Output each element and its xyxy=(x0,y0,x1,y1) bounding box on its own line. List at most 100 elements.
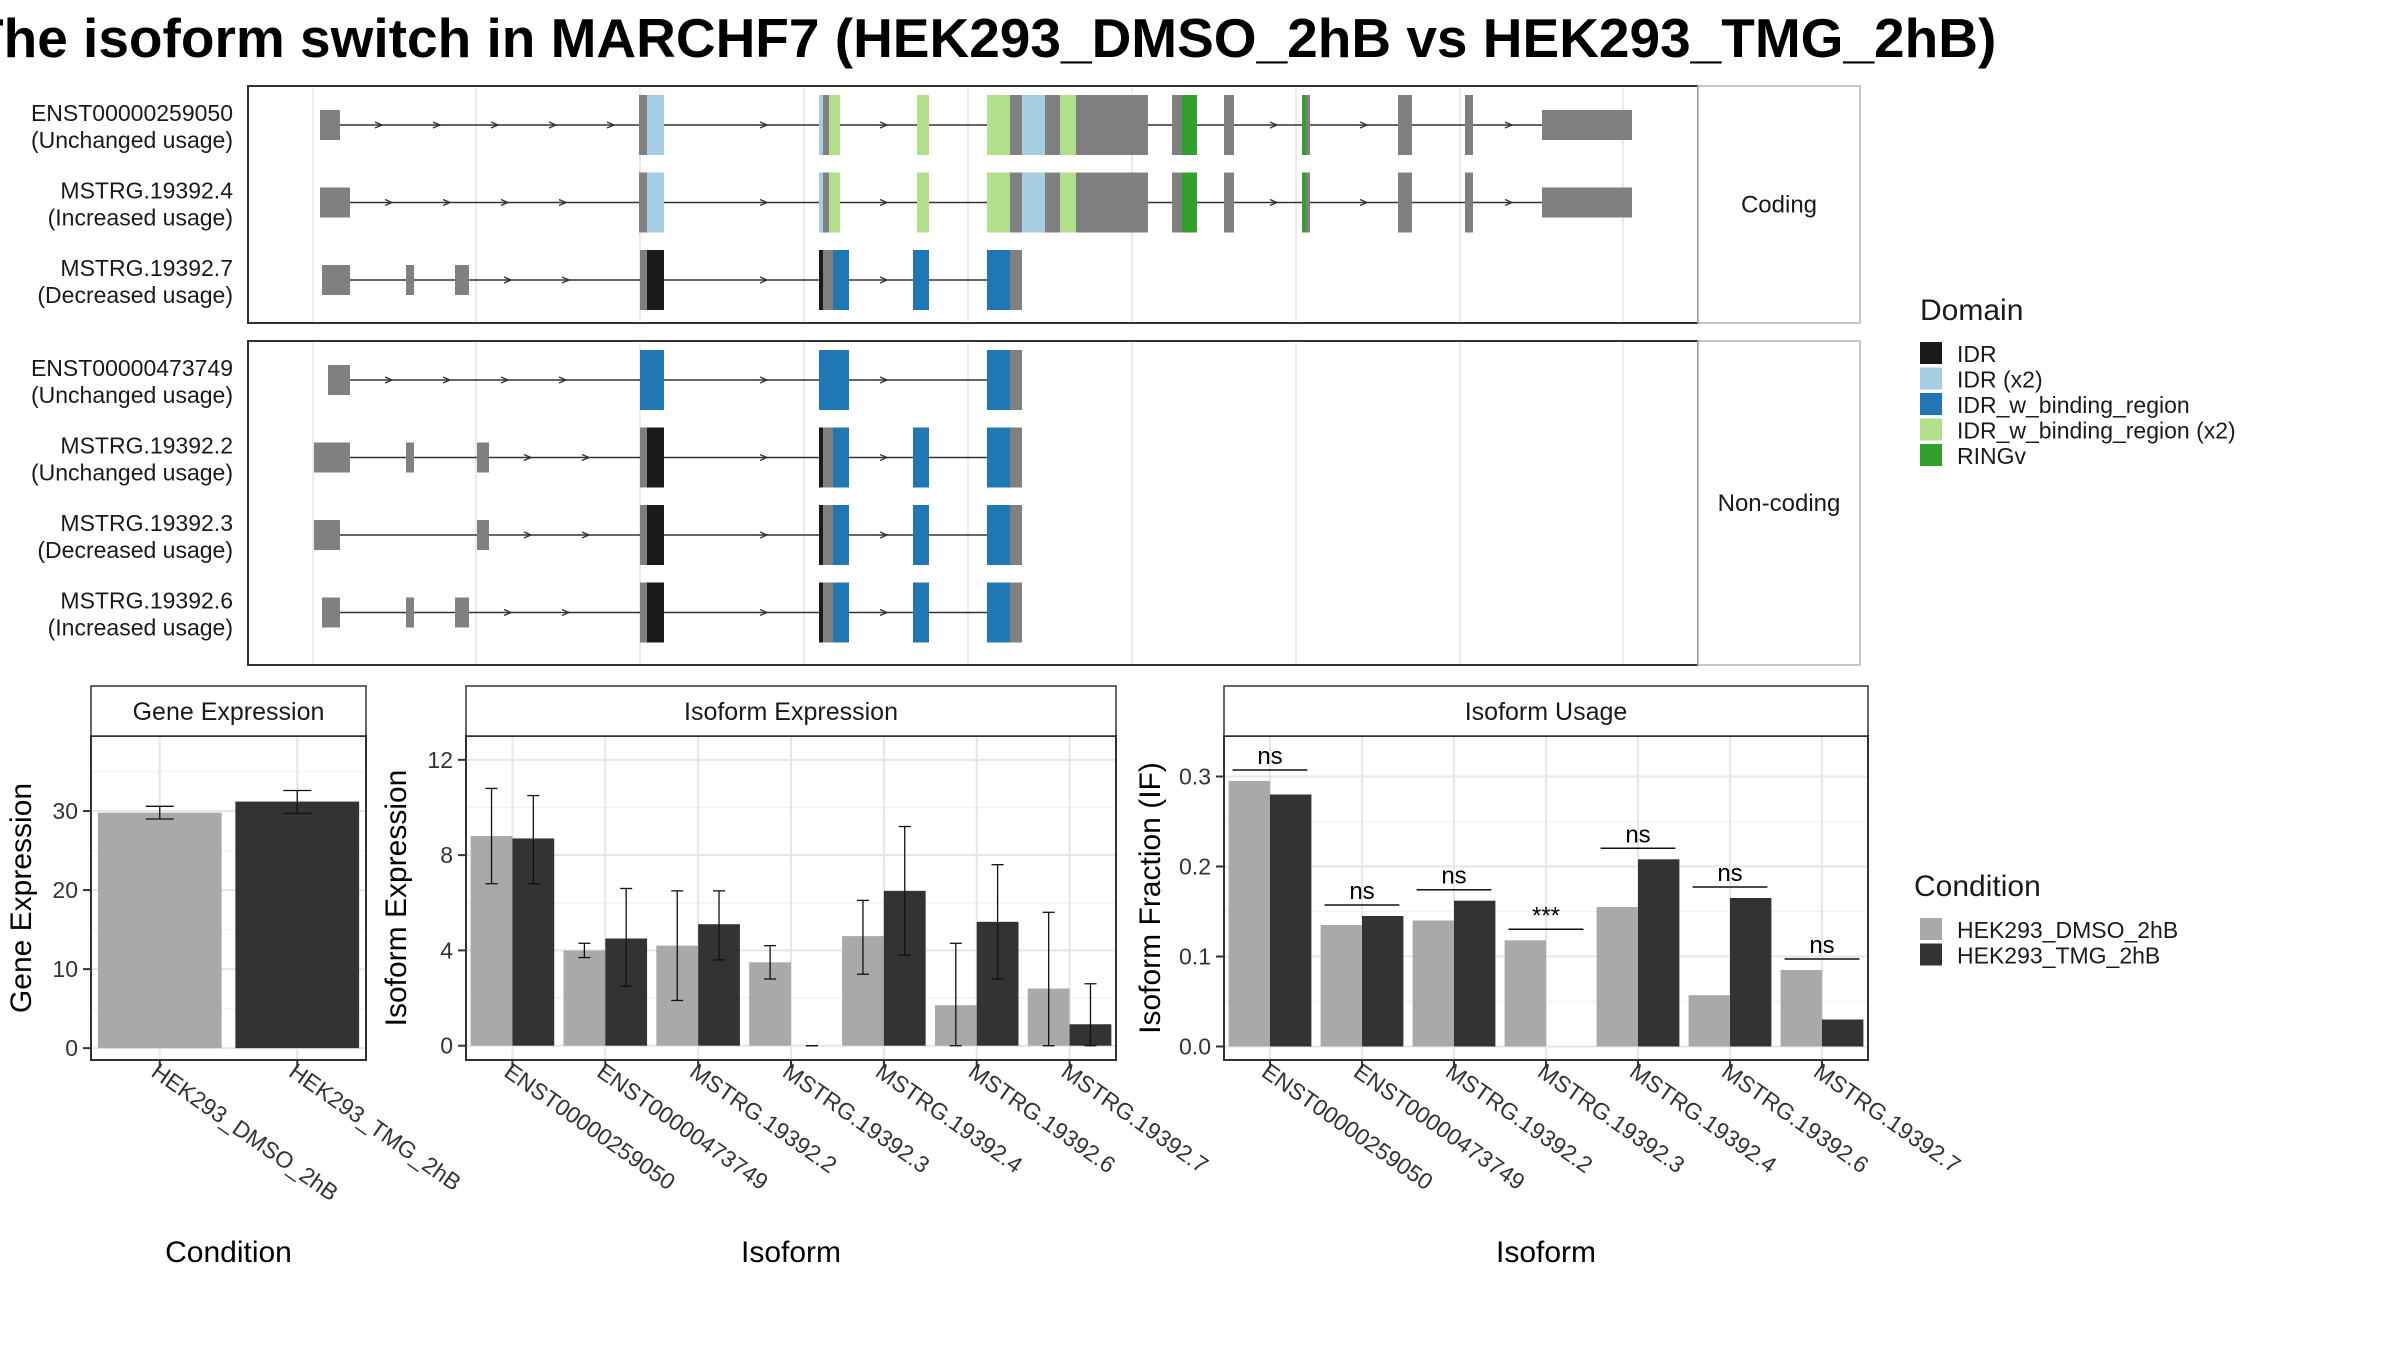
domain-block xyxy=(647,95,664,155)
exon-block xyxy=(314,520,340,550)
strand-arrow xyxy=(500,376,510,384)
transcript-usage-label: (Increased usage) xyxy=(48,205,233,231)
strand-arrow xyxy=(561,608,571,617)
strand-arrow xyxy=(523,453,533,462)
strand-arrow xyxy=(1269,198,1279,207)
strand-arrow xyxy=(523,531,533,539)
strand-arrow xyxy=(374,121,384,129)
domain-block xyxy=(1010,505,1022,565)
domain-block xyxy=(640,582,647,643)
domain-block xyxy=(640,350,650,410)
exon-block xyxy=(320,187,350,218)
domain-block xyxy=(819,582,823,643)
legend-label: IDR_w_binding_region xyxy=(1957,392,2190,418)
exon-block xyxy=(1465,172,1473,233)
legend-swatch xyxy=(1920,918,1942,940)
y-axis-title: Isoform Fraction (IF) xyxy=(1134,762,1167,1034)
isoform-expression-chart: Isoform Expression04812ENST00000259050EN… xyxy=(380,685,1213,1269)
strand-arrow xyxy=(879,198,889,207)
transcript-usage-label: (Unchanged usage) xyxy=(31,127,233,153)
domain-block xyxy=(987,582,1010,643)
domain-block xyxy=(1045,95,1060,155)
domain-block xyxy=(917,172,929,233)
domain-block xyxy=(1076,95,1096,155)
domain-block xyxy=(1010,350,1022,410)
legend-label: HEK293_TMG_2hB xyxy=(1957,943,2160,969)
transcript-usage-label: (Unchanged usage) xyxy=(31,460,233,486)
strand-arrow xyxy=(1504,121,1514,129)
exon-block xyxy=(406,442,414,473)
strand-arrow xyxy=(558,376,568,384)
exon-block xyxy=(819,172,829,233)
exon-block xyxy=(477,442,489,473)
x-axis-title: Isoform xyxy=(1496,1236,1596,1269)
transcript-label: MSTRG.19392.3 xyxy=(60,510,233,536)
exon-block xyxy=(639,172,647,233)
exon-block xyxy=(1542,187,1632,218)
bar xyxy=(97,812,222,1049)
exon-block xyxy=(328,365,350,395)
bar xyxy=(1412,920,1454,1047)
domain-block xyxy=(829,172,840,233)
domain-block xyxy=(1022,95,1045,155)
bar xyxy=(1454,900,1496,1047)
title-strip xyxy=(90,685,367,737)
condition-legend-title: Condition xyxy=(1914,870,2041,903)
exon-block xyxy=(1398,95,1412,155)
transcript-label: MSTRG.19392.6 xyxy=(60,588,233,614)
domain-block xyxy=(647,505,664,565)
structure-panel-bg xyxy=(248,341,1698,665)
significance-label: ns xyxy=(1349,878,1374,905)
y-tick-label: 10 xyxy=(52,956,78,982)
exon-block xyxy=(455,597,469,628)
y-tick-label: 4 xyxy=(440,937,453,963)
exon-block xyxy=(1224,172,1234,233)
exon-block xyxy=(455,265,469,295)
domain-block xyxy=(833,250,849,310)
domain-block xyxy=(1010,427,1022,488)
strand-arrow xyxy=(490,121,500,129)
y-tick-label: 12 xyxy=(427,747,453,773)
domain-block xyxy=(819,350,849,410)
domain-block xyxy=(823,582,833,643)
strand-arrow xyxy=(1504,198,1514,207)
strand-arrow xyxy=(503,276,513,284)
bar xyxy=(1596,907,1638,1047)
domain-block xyxy=(987,95,1010,155)
strand-arrow xyxy=(432,121,442,129)
y-tick-label: 30 xyxy=(52,798,78,824)
exon-block xyxy=(406,265,414,295)
strand-arrow xyxy=(759,198,769,207)
domain-block xyxy=(823,505,833,565)
strand-arrow xyxy=(879,608,889,617)
group-label-coding: Coding xyxy=(1741,192,1817,219)
exon-block xyxy=(639,95,647,155)
legend-label: HEK293_DMSO_2hB xyxy=(1957,917,2178,943)
y-axis-title: Isoform Expression xyxy=(380,770,413,1027)
chart-title: Isoform Expression xyxy=(684,698,898,726)
transcript-label: ENST00000473749 xyxy=(31,355,233,381)
significance-label: ns xyxy=(1809,932,1834,959)
strand-arrow xyxy=(1359,121,1369,129)
transcript-label: ENST00000259050 xyxy=(31,100,233,126)
strand-arrow xyxy=(879,531,889,539)
domain-block xyxy=(1010,172,1022,233)
figure-title: The isoform switch in MARCHF7 (HEK293_DM… xyxy=(0,7,1996,69)
strand-arrow xyxy=(500,198,510,207)
exon-block xyxy=(1542,110,1632,140)
domain-block xyxy=(1182,95,1197,155)
domain-block xyxy=(819,95,823,155)
group-strip xyxy=(1697,85,1861,324)
significance-label: ns xyxy=(1717,860,1742,887)
strand-arrow xyxy=(442,376,452,384)
exon-block xyxy=(322,597,340,628)
domain-block xyxy=(913,582,929,643)
strand-arrow xyxy=(759,453,769,462)
chart-title: Isoform Usage xyxy=(1465,698,1628,726)
domain-block xyxy=(917,95,929,155)
domain-block xyxy=(987,505,1010,565)
domain-block xyxy=(650,350,664,410)
bar xyxy=(1320,925,1362,1047)
transcript-label: MSTRG.19392.7 xyxy=(60,255,233,281)
y-tick-label: 0.0 xyxy=(1179,1034,1211,1060)
